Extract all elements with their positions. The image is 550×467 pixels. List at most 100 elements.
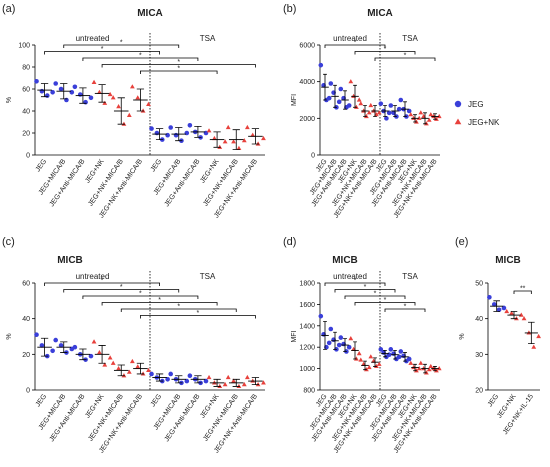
panel-label: (c) (2, 236, 15, 248)
significance-bracket (82, 57, 199, 61)
significance-label: * (158, 297, 161, 304)
error-bar (383, 350, 387, 358)
data-point (328, 326, 334, 332)
data-point (135, 95, 141, 100)
data-point (222, 382, 228, 387)
data-point (241, 382, 247, 387)
data-point (328, 81, 334, 86)
significance-label: * (404, 304, 407, 311)
data-point (244, 374, 250, 380)
group-label: untreated (333, 272, 367, 281)
data-point (418, 110, 424, 115)
panel-label: (a) (2, 3, 15, 15)
y-tick-label: 0 (26, 153, 30, 160)
significance-label: * (101, 278, 104, 285)
legend-label: JEG+NK (468, 118, 500, 127)
data-point (168, 125, 173, 130)
data-point (140, 108, 146, 113)
x-tick-label: JEG (35, 158, 49, 173)
data-point (376, 110, 382, 115)
x-tick-label: JEG+Anti-MICA/B (164, 158, 202, 208)
data-point (146, 367, 151, 372)
significance-label: * (177, 304, 180, 311)
y-tick-label: 40 (475, 316, 483, 323)
data-point (366, 110, 372, 115)
significance-bracket (513, 290, 532, 294)
significance-bracket (140, 70, 218, 74)
data-point (436, 366, 442, 371)
data-point (366, 364, 372, 370)
data-point (338, 86, 344, 92)
error-bar (194, 126, 202, 138)
data-point (376, 361, 382, 366)
data-point (50, 90, 55, 95)
data-point (39, 88, 45, 94)
y-tick-label: 1000 (299, 366, 315, 373)
significance-bracket (354, 51, 416, 55)
error-bar (528, 321, 535, 345)
group-label: TSA (402, 34, 418, 43)
data-point (107, 91, 113, 97)
significance-label: * (354, 40, 357, 47)
data-point (212, 380, 217, 385)
x-tick-label: JEG (487, 393, 501, 408)
data-point (184, 378, 190, 384)
error-bar (510, 311, 518, 320)
data-point (261, 380, 266, 385)
data-point (521, 316, 527, 321)
data-point (203, 378, 209, 384)
error-bar (363, 360, 367, 371)
data-point (225, 124, 231, 130)
y-tick-label: 0 (26, 388, 30, 395)
data-point (398, 349, 404, 354)
significance-bracket (324, 282, 386, 286)
error-bar (393, 350, 397, 360)
data-point (514, 316, 519, 321)
data-point (255, 382, 261, 387)
data-point (231, 378, 236, 383)
data-point (346, 344, 352, 350)
error-bar (373, 105, 377, 117)
data-point (338, 335, 344, 340)
data-point (83, 99, 88, 105)
data-point (231, 139, 236, 144)
data-point (217, 383, 223, 389)
legend-label: JEG (468, 100, 484, 109)
data-point (244, 124, 250, 130)
error-bar (333, 331, 337, 350)
data-point (173, 132, 179, 138)
y-tick-label: 40 (22, 316, 30, 323)
data-point (424, 121, 429, 126)
data-point (241, 138, 247, 143)
data-point (39, 343, 45, 348)
data-point (58, 343, 64, 348)
y-tick-label: 800 (303, 388, 315, 395)
data-point (50, 348, 55, 354)
data-point (368, 354, 374, 359)
data-point (326, 95, 332, 101)
error-bar (251, 377, 260, 386)
y-axis-label: % (459, 333, 466, 339)
data-point (358, 101, 364, 106)
y-tick-label: 1200 (299, 345, 315, 352)
significance-bracket (82, 295, 199, 299)
data-point (206, 374, 212, 380)
data-point (348, 336, 354, 341)
error-bar (403, 352, 407, 362)
data-point (77, 92, 83, 97)
data-point (501, 305, 507, 311)
chart-title: MICB (495, 255, 521, 266)
data-point (526, 330, 532, 335)
error-bar (393, 105, 397, 117)
data-point (416, 366, 422, 371)
data-point (418, 360, 424, 365)
data-point (116, 366, 121, 371)
data-point (135, 364, 141, 369)
data-point (53, 337, 58, 343)
error-bar (98, 345, 106, 364)
y-tick-label: 1400 (299, 323, 315, 330)
group-label: untreated (333, 34, 367, 43)
data-point (53, 81, 58, 86)
data-point (88, 95, 94, 101)
data-point (72, 84, 78, 90)
